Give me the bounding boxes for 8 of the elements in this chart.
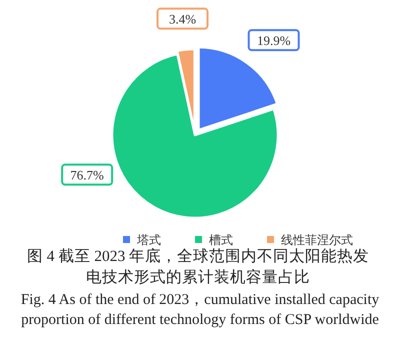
legend-label: 塔式 [136, 233, 161, 247]
data-label: 19.9% [256, 33, 291, 48]
data-label: 3.4% [168, 12, 196, 27]
caption: Fig. 4 As of the end of 2023，cumulative installed capacity proportion of different technology forms of CSP worldwide [20, 291, 380, 330]
legend-label: 线性菲涅尔式 [281, 233, 353, 247]
legend-label: 槽式 [209, 233, 233, 247]
data-label: 76.7% [70, 168, 104, 183]
text: 图 4 截至 2023 年底，全球范围内不同太阳能热发电技术形式的累计装机容量占比 [26, 247, 370, 288]
